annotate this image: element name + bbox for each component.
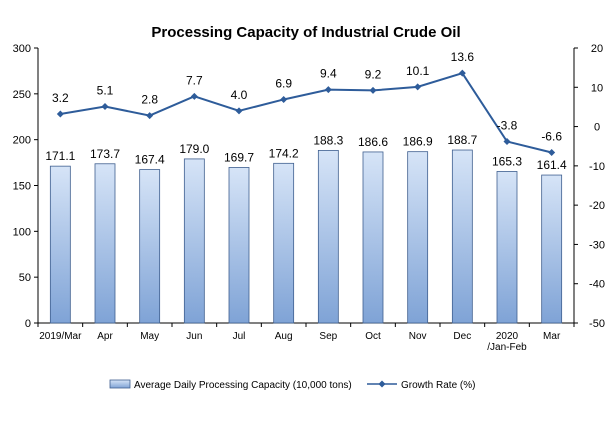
legend-bar-label: Average Daily Processing Capacity (10,00… [134, 380, 352, 391]
line-series: 3.2 5.1 2.8 7.7 4.0 6.9 9.4 9.2 10.1 13.6 -3.8 -6.6 [52, 50, 562, 156]
line-value-label: 10.1 [406, 64, 430, 78]
bar [139, 169, 161, 324]
line-point [101, 103, 109, 111]
line-value-label: 4.0 [231, 88, 248, 102]
bar [496, 171, 518, 324]
bar-value-label: 174.2 [269, 146, 299, 160]
y-left-tick-label: 100 [13, 226, 31, 238]
x-tick-label: Nov [409, 331, 427, 342]
line-point [280, 95, 288, 103]
bar-value-label: 186.6 [358, 135, 388, 149]
bar-value-label: 173.7 [90, 147, 120, 161]
line-value-label: 6.9 [275, 76, 292, 90]
x-tick-label: Mar [543, 331, 561, 342]
x-tick-label: Jun [186, 331, 202, 342]
legend: Average Daily Processing Capacity (10,00… [109, 379, 475, 391]
bar [94, 163, 116, 324]
bar [183, 158, 205, 324]
line-point [190, 92, 198, 100]
bar-value-label: 165.3 [492, 154, 522, 168]
line-point [56, 110, 64, 118]
y-right-tick-label: 20 [591, 43, 603, 55]
chart-title: Processing Capacity of Industrial Crude … [151, 24, 460, 41]
x-tick-label: Jul [233, 331, 246, 342]
bar [228, 167, 250, 324]
bar [541, 174, 563, 324]
line-value-label: 9.4 [320, 67, 337, 81]
growth-line [60, 71, 552, 154]
line-point [414, 83, 422, 91]
y-left-tick-label: 150 [13, 181, 31, 193]
bar-value-label: 161.4 [537, 158, 567, 172]
bar [317, 149, 339, 324]
line-value-label: -6.6 [541, 130, 562, 144]
x-tick-label: Dec [453, 331, 471, 342]
bar [407, 151, 429, 324]
bar-value-label: 188.3 [313, 133, 343, 147]
legend-bar-swatch [109, 379, 131, 389]
y-right-tick-label: -40 [589, 279, 605, 291]
line-point [146, 112, 154, 120]
y-left-tick-label: 0 [25, 318, 31, 330]
bar [49, 165, 71, 324]
line-point [503, 138, 511, 145]
line-point [369, 86, 377, 94]
line-value-label: 9.2 [365, 67, 382, 81]
bar-value-label: 169.7 [224, 150, 254, 164]
y-left-tick-label: 50 [19, 272, 31, 284]
y-right-tick-label: -20 [589, 200, 605, 212]
bar-value-label: 171.1 [45, 149, 75, 163]
bar [273, 162, 295, 324]
legend-line-label: Growth Rate (%) [401, 380, 475, 391]
x-tick-label: /Jan-Feb [487, 342, 527, 353]
y-right-tick-label: -10 [589, 161, 605, 173]
legend-line-marker [378, 380, 386, 388]
line-value-label: 5.1 [97, 84, 114, 98]
bar [362, 151, 384, 324]
x-tick-label: Oct [365, 331, 381, 342]
bar-value-label: 186.9 [403, 135, 433, 149]
y-right-tick-label: -30 [589, 239, 605, 251]
y-right-tick-label: 0 [594, 122, 600, 134]
line-value-label: 13.6 [451, 50, 475, 64]
x-tick-label: 2020 [496, 331, 519, 342]
line-value-label: -3.8 [497, 119, 518, 133]
bar-value-label: 167.4 [135, 153, 165, 167]
line-value-label: 2.8 [141, 93, 158, 107]
x-tick-label: Apr [97, 331, 113, 342]
line-point [548, 149, 556, 156]
y-left-tick-label: 200 [13, 135, 31, 147]
y-right-tick-label: 10 [591, 82, 603, 94]
bar-value-label: 179.0 [179, 142, 209, 156]
y-left-tick-label: 250 [13, 89, 31, 101]
line-value-label: 7.7 [186, 73, 203, 87]
y-right-tick-label: -50 [589, 318, 605, 330]
y-left-tick-label: 300 [13, 43, 31, 55]
line-point [235, 107, 243, 115]
x-tick-label: May [140, 331, 159, 342]
axes: 050100150200250300-50-40-30-20-100102020… [13, 43, 605, 353]
x-tick-label: Aug [275, 331, 293, 342]
line-point [458, 69, 466, 77]
bar-value-label: 188.7 [447, 133, 477, 147]
x-tick-label: 2019/Mar [39, 331, 82, 342]
bar [451, 149, 473, 324]
line-point [324, 86, 332, 94]
line-value-label: 3.2 [52, 91, 69, 105]
x-tick-label: Sep [319, 331, 337, 342]
bar-series: 171.1 173.7 167.4 179.0 169.7 174.2 188.3 186.6… [45, 133, 567, 324]
